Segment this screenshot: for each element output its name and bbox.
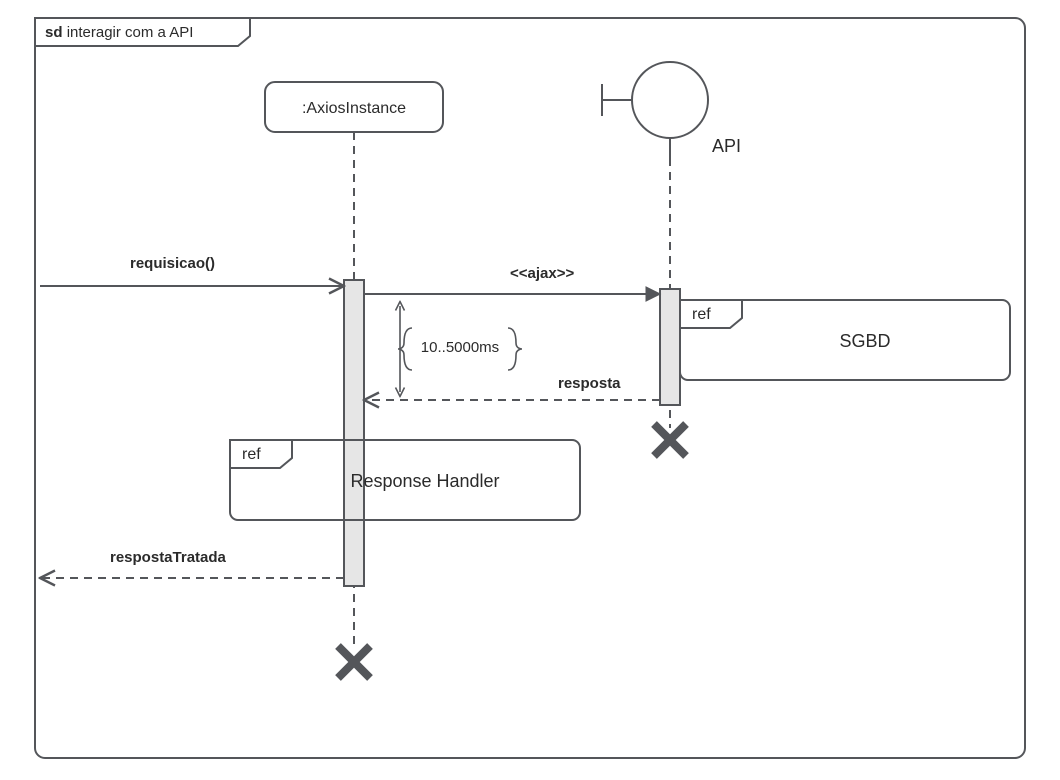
message-label-requisicao: requisicao()	[130, 255, 215, 272]
lifeline-label-axios: :AxiosInstance	[302, 100, 406, 117]
ref-label-ref-sgbd: SGBD	[839, 331, 890, 351]
duration-brace-right	[508, 328, 522, 370]
lifeline-label-api: API	[712, 136, 741, 156]
message-label-resposta: resposta	[558, 375, 621, 392]
lifeline-head-api	[632, 62, 708, 138]
message-label-respostaTratada: respostaTratada	[110, 549, 227, 566]
ref-tab-ref-sgbd	[680, 300, 742, 328]
message-label-ajax: <<ajax>>	[510, 265, 574, 282]
duration-label: 10..5000ms	[421, 339, 499, 356]
ref-tab-label-ref-handler: ref	[242, 446, 261, 463]
activation-axios-act	[344, 280, 364, 586]
sd-frame-label: sd interagir com a API	[45, 24, 193, 41]
activation-api-act	[660, 289, 680, 405]
ref-tab-label-ref-sgbd: ref	[692, 306, 711, 323]
ref-label-ref-handler: Response Handler	[350, 471, 499, 491]
sd-frame	[35, 18, 1025, 758]
ref-tab-ref-handler	[230, 440, 292, 468]
